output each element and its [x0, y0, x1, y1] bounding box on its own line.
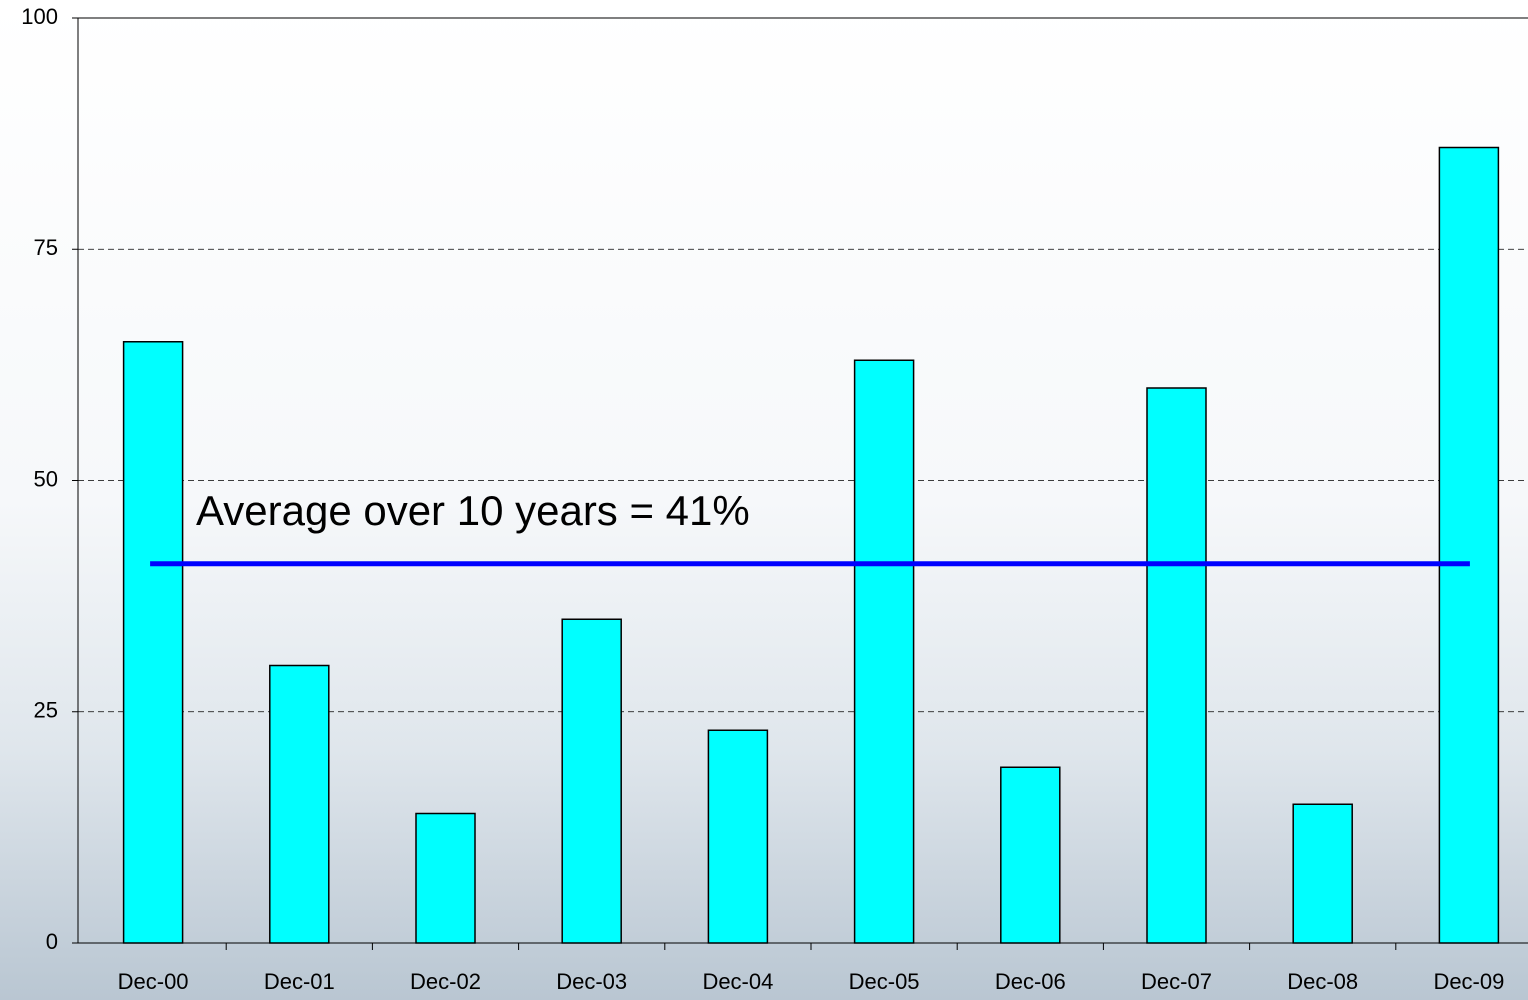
x-tick-label: Dec-07	[1141, 969, 1212, 994]
bar	[415, 812, 476, 944]
x-tick-label: Dec-09	[1433, 969, 1504, 994]
bar	[707, 729, 769, 944]
annotation: Average over 10 years = 41%	[196, 487, 750, 534]
y-tick-label: 100	[21, 4, 58, 29]
bar	[269, 664, 330, 944]
y-tick-label: 0	[46, 929, 58, 954]
x-tick-label: Dec-03	[556, 969, 627, 994]
x-tick-label: Dec-06	[995, 969, 1066, 994]
bar	[1292, 803, 1353, 944]
x-tick-label: Dec-05	[849, 969, 920, 994]
x-tick-label: Dec-00	[118, 969, 189, 994]
x-tick-label: Dec-08	[1287, 969, 1358, 994]
y-tick-label: 25	[34, 698, 58, 723]
x-tick-label: Dec-02	[410, 969, 481, 994]
bar	[1000, 766, 1061, 944]
x-tick-label: Dec-01	[264, 969, 335, 994]
bar	[853, 359, 915, 944]
x-tick-label: Dec-04	[702, 969, 773, 994]
bar	[122, 341, 184, 944]
bar	[1146, 387, 1207, 944]
bar	[1438, 146, 1500, 944]
bar	[561, 618, 622, 944]
y-tick-label: 75	[34, 235, 58, 260]
y-tick-label: 50	[34, 466, 58, 491]
